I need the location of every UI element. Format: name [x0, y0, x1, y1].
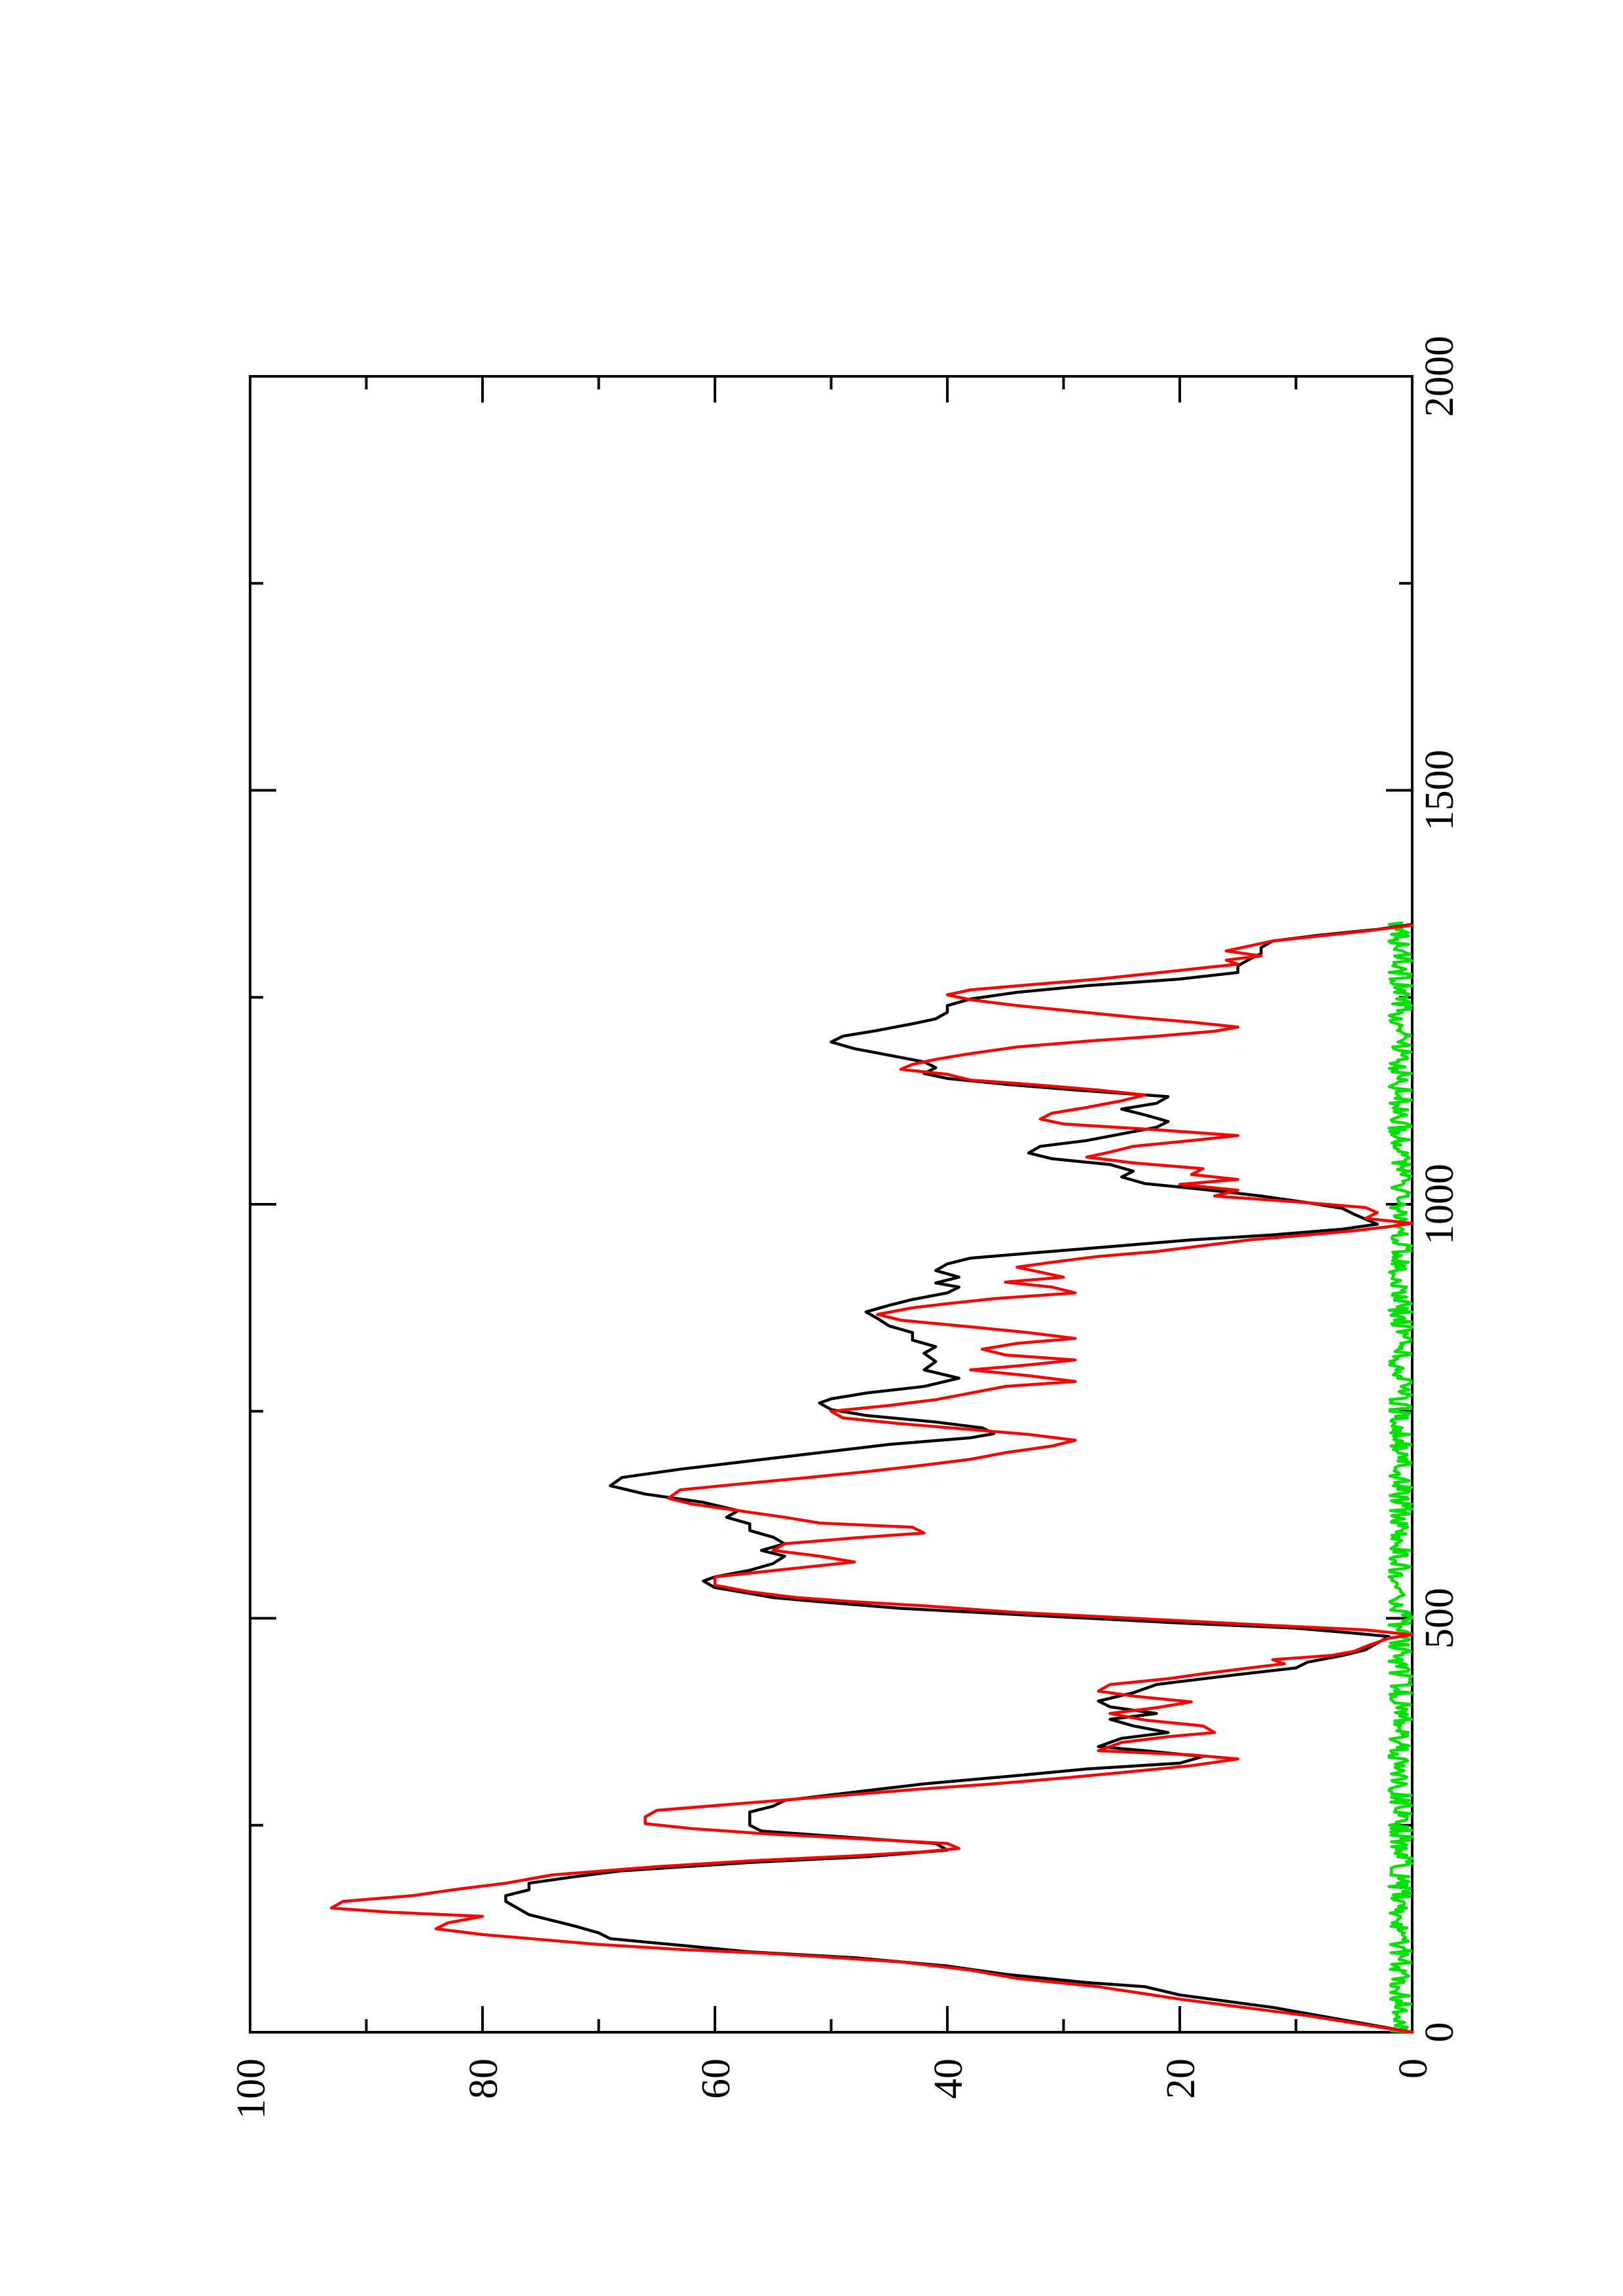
x-tick-label: 1500 — [1417, 750, 1462, 831]
axis-tick-labels: 0 500 1000 1500 2000 0 20 40 60 80 100 — [229, 336, 1462, 2119]
x-tick-label: 1000 — [1417, 1164, 1462, 1245]
series-group — [330, 921, 1414, 2034]
y-tick-label: 40 — [926, 2058, 971, 2099]
y-tick-label: 100 — [229, 2058, 274, 2119]
x-tick-label: 0 — [1417, 2022, 1462, 2043]
y-tick-label: 20 — [1159, 2058, 1203, 2099]
y-tick-label: 60 — [694, 2058, 739, 2099]
x-tick-label: 2000 — [1417, 336, 1462, 417]
plot-frame — [249, 375, 1413, 2034]
axis-ticks — [249, 375, 1413, 2034]
y-tick-label: 0 — [1391, 2058, 1436, 2079]
y-tick-label: 80 — [462, 2058, 506, 2099]
x-tick-label: 500 — [1417, 1588, 1462, 1649]
series-black-line — [504, 923, 1414, 2034]
plot-area: 0 500 1000 1500 2000 0 20 40 60 80 100 — [229, 336, 1462, 2119]
series-red-line — [330, 924, 1414, 2034]
series-green-line — [1387, 921, 1414, 2034]
